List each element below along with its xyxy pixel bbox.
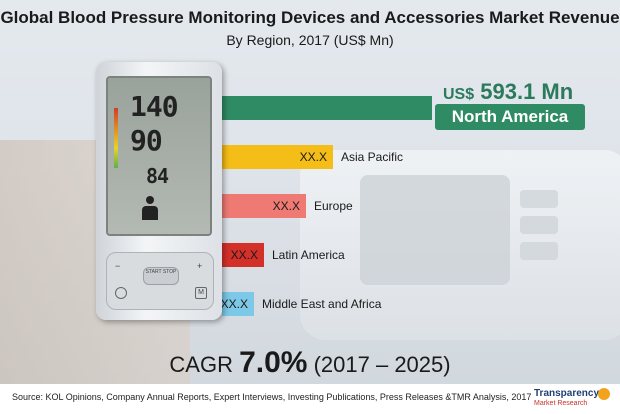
person-head [146, 196, 154, 204]
bar-north-america [222, 96, 432, 120]
monitor-button-pad: − + START STOP M [106, 252, 214, 310]
background-key [520, 242, 558, 260]
bar-middle-east-and-africa [222, 292, 254, 316]
cagr-statement: CAGR 7.0% (2017 – 2025) [0, 346, 620, 380]
plus-icon: + [197, 261, 203, 271]
background-key [520, 190, 558, 208]
bar-value-label: XX.X [272, 199, 300, 213]
minus-icon: − [115, 261, 121, 271]
cagr-value: 7.0% [239, 346, 308, 379]
cagr-prefix: CAGR [169, 352, 233, 377]
start-stop-button: START STOP [143, 267, 179, 285]
person-icon [142, 196, 158, 222]
systolic-reading: 140 [130, 90, 179, 123]
bar-category-label: Europe [314, 199, 353, 213]
bar-category-label: Middle East and Africa [262, 297, 382, 311]
logo-line1: Transparency [534, 388, 600, 399]
footer: Source: KOL Opinions, Company Annual Rep… [0, 384, 620, 414]
chart-subtitle: By Region, 2017 (US$ Mn) [226, 32, 394, 48]
bar-europe [222, 194, 306, 218]
bar-value-label: XX.X [230, 248, 258, 262]
bar-category-label: Asia Pacific [341, 150, 404, 164]
cagr-period: (2017 – 2025) [313, 352, 451, 377]
logo-mark-icon [598, 388, 610, 400]
currency-label: US$ [443, 86, 475, 103]
bar-value-label: XX.X [220, 297, 248, 311]
memory-icon: M [195, 287, 207, 299]
bar-asia-pacific [222, 145, 333, 169]
color-scale-strip [114, 108, 118, 168]
logo-line2: Market Research [534, 400, 588, 407]
chart-title: Global Blood Pressure Monitoring Devices… [0, 8, 620, 27]
background-monitor-keys [520, 190, 560, 270]
bar-category-label: Latin America [272, 248, 345, 262]
north-america-label: North America [435, 104, 585, 130]
clock-icon [115, 287, 127, 299]
source-note: Source: KOL Opinions, Company Annual Rep… [12, 392, 532, 402]
north-america-value: US$ 593.1 Mn [443, 79, 573, 105]
bar-value-label: XX.X [299, 150, 327, 164]
background-key [520, 216, 558, 234]
company-logo: Transparency Market Research [530, 386, 616, 412]
blood-pressure-monitor: 140 90 84 − + START STOP M [96, 62, 222, 320]
value-text: 593.1 Mn [480, 79, 574, 104]
bar-latin-america [222, 243, 264, 267]
background-monitor-screen [360, 175, 510, 285]
pulse-reading: 84 [146, 164, 169, 188]
monitor-display: 140 90 84 [106, 76, 212, 236]
person-body [142, 206, 158, 220]
diastolic-reading: 90 [130, 124, 163, 157]
